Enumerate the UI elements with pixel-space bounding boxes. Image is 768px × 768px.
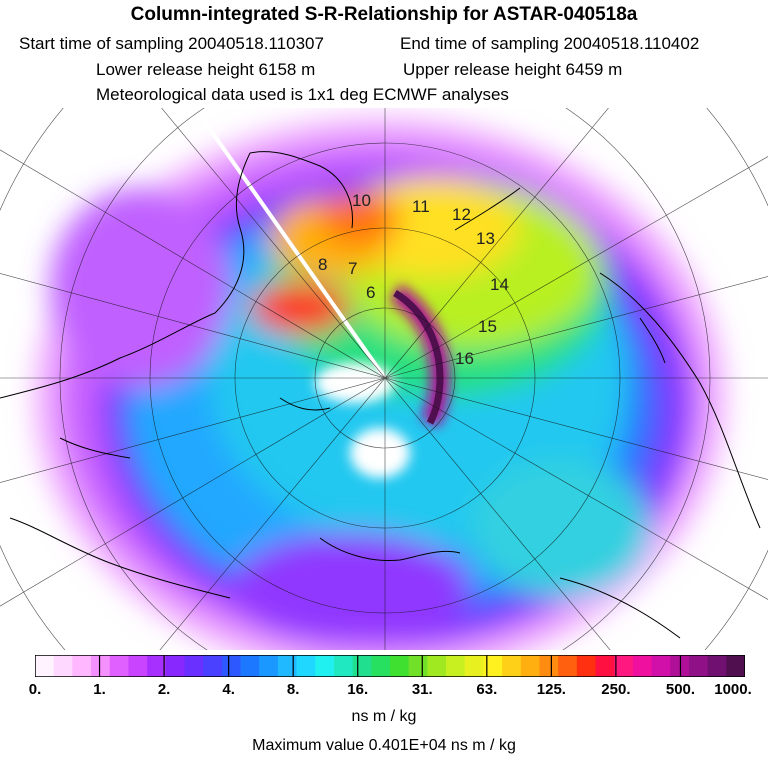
colorbar-cell — [109, 655, 130, 677]
colorbar — [35, 655, 745, 677]
colorbar-tick-label: 2. — [157, 681, 171, 698]
colorbar-cell — [184, 655, 204, 677]
sample-point-label: 10 — [352, 191, 371, 210]
sample-point-label: 16 — [455, 349, 474, 368]
colorbar-cell — [539, 655, 559, 677]
colorbar-tick-label: 250. — [601, 681, 631, 698]
sample-point-label: 8 — [318, 255, 327, 274]
colorbar-cell — [333, 655, 354, 677]
sample-point-label: 12 — [452, 205, 471, 224]
colorbar-cell — [277, 655, 298, 677]
flight-track — [393, 289, 444, 425]
sample-point-labels: 6 7 8 10 11 12 13 14 15 16 — [318, 191, 509, 368]
map-title: Column-integrated S-R-Relationship for A… — [130, 4, 638, 25]
colorbar-cell — [558, 655, 578, 677]
colorbar-cell — [203, 655, 223, 677]
colorbar-tick-label: 8. — [286, 681, 300, 698]
colorbar-cell — [651, 655, 671, 677]
colorbar-cell — [576, 655, 597, 677]
colorbar-cell — [371, 655, 391, 677]
lower-release-label: Lower release height 6158 m — [96, 60, 316, 79]
colorbar-cell — [352, 655, 372, 677]
coastlines — [0, 151, 761, 639]
colorbar-tick-label: 16. — [347, 681, 369, 698]
graticule — [0, 108, 768, 650]
colorbar-tick-label: 1000. — [714, 681, 752, 698]
colorbar-cell — [390, 655, 410, 677]
colorbar-tick-label: 1. — [93, 681, 106, 698]
met-data-label: Meteorological data used is 1x1 deg ECMW… — [96, 85, 509, 104]
colorbar-cell — [520, 655, 541, 677]
upper-release-label: Upper release height 6459 m — [403, 60, 623, 79]
colorbar-tick-label: 0. — [28, 681, 42, 698]
colorbar-cell — [165, 655, 186, 677]
colorbar-cell — [53, 655, 73, 677]
colorbar-cell — [35, 655, 55, 677]
colorbar-cell — [632, 655, 653, 677]
sample-point-label: 14 — [490, 275, 509, 294]
colorbar-cell — [446, 655, 466, 677]
colorbar-cell — [408, 655, 428, 677]
polar-map[interactable]: 6 7 8 10 11 12 13 14 15 16 — [0, 108, 768, 650]
colorbar-cell — [427, 655, 447, 677]
colorbar-cell — [464, 655, 485, 677]
colorbar-cell — [483, 655, 503, 677]
sample-point-label: 6 — [366, 283, 375, 302]
colorbar-cell — [502, 655, 522, 677]
colorbar-cell — [315, 655, 335, 677]
colorbar-tick-label: 31. — [411, 681, 433, 698]
colorbar-cell — [688, 655, 709, 677]
sample-point-label: 11 — [412, 197, 430, 216]
colorbar-cell — [240, 655, 260, 677]
colorbar-cell — [595, 655, 615, 677]
colorbar-units: ns m / kg — [351, 708, 417, 725]
colorbar-cell — [72, 655, 92, 677]
start-time-label: Start time of sampling 20040518.110307 — [19, 34, 324, 53]
colorbar-cell — [707, 655, 727, 677]
sample-point-label: 13 — [476, 229, 495, 248]
max-value-label: Maximum value 0.401E+04 ns m / kg — [252, 737, 516, 754]
colorbar-tick-label: 63. — [476, 681, 498, 698]
colorbar-cell — [128, 655, 148, 677]
end-time-label: End time of sampling 20040518.110402 — [400, 34, 700, 53]
colorbar-tick-label: 4. — [222, 681, 235, 698]
colorbar-cell — [726, 655, 745, 677]
colorbar-cell — [91, 655, 111, 677]
colorbar-cell — [296, 655, 316, 677]
sample-point-label: 15 — [478, 317, 497, 336]
colorbar-cell — [259, 655, 279, 677]
colorbar-tick-label: 125. — [536, 681, 566, 698]
colorbar-cell — [147, 655, 167, 677]
colorbar-cell — [221, 655, 242, 677]
colorbar-cell — [614, 655, 634, 677]
sampling-ray — [193, 108, 387, 380]
colorbar-tick-label: 500. — [665, 681, 696, 698]
sample-point-label: 7 — [348, 259, 357, 278]
